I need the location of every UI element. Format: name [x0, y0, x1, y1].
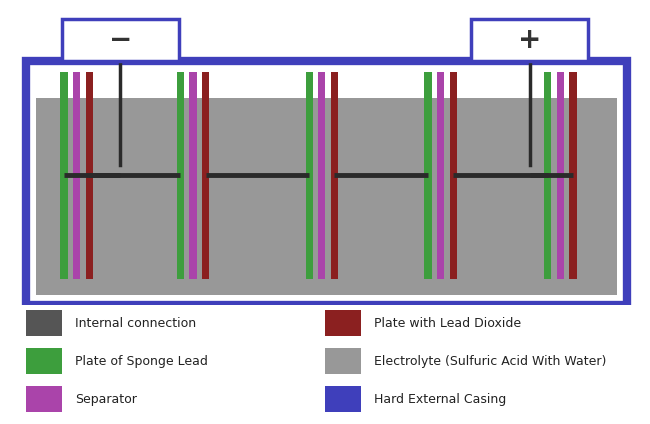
Bar: [437, 72, 445, 279]
Bar: [450, 72, 457, 279]
Bar: [544, 72, 551, 279]
Text: Internal connection: Internal connection: [75, 317, 196, 329]
Bar: [569, 72, 577, 279]
Bar: [325, 386, 361, 412]
Bar: [177, 72, 184, 279]
Text: Plate of Sponge Lead: Plate of Sponge Lead: [75, 354, 207, 368]
Bar: [73, 72, 80, 279]
Bar: [36, 98, 617, 295]
Bar: [325, 310, 361, 336]
Text: Hard External Casing: Hard External Casing: [374, 393, 506, 406]
Bar: [62, 19, 179, 61]
Text: +: +: [518, 26, 541, 54]
Bar: [26, 386, 62, 412]
Bar: [424, 72, 432, 279]
Bar: [190, 72, 196, 279]
Bar: [26, 61, 627, 305]
Text: Electrolyte (Sulfuric Acid With Water): Electrolyte (Sulfuric Acid With Water): [374, 354, 606, 368]
Bar: [26, 310, 62, 336]
Bar: [471, 19, 588, 61]
Text: Plate with Lead Dioxide: Plate with Lead Dioxide: [374, 317, 521, 329]
Bar: [202, 72, 209, 279]
Bar: [26, 348, 62, 374]
Bar: [556, 72, 564, 279]
Bar: [318, 72, 325, 279]
Bar: [86, 72, 93, 279]
Text: Separator: Separator: [75, 393, 136, 406]
Bar: [60, 72, 68, 279]
Bar: [325, 348, 361, 374]
Bar: [306, 72, 313, 279]
Text: −: −: [109, 26, 132, 54]
Bar: [331, 72, 338, 279]
